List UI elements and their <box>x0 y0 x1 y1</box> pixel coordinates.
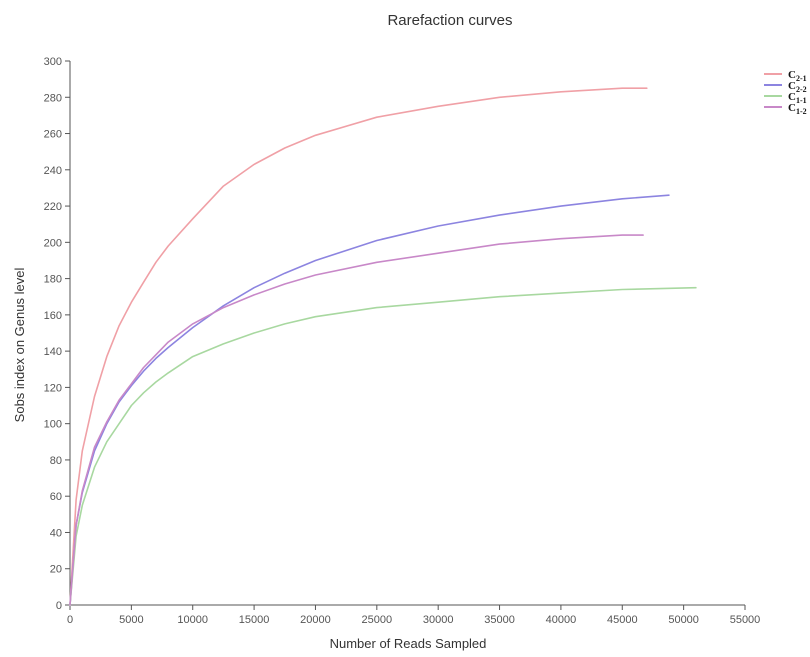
y-tick-label: 140 <box>44 346 62 358</box>
y-tick-label: 220 <box>44 201 62 213</box>
series-line-c1-2 <box>69 234 644 606</box>
x-tick-label: 0 <box>67 614 73 626</box>
x-tick-label: 25000 <box>362 614 393 626</box>
legend: C2-1C2-2C1-1C1-2 <box>764 69 807 116</box>
legend-label-c1-2: C1-2 <box>788 102 807 116</box>
series-line-c2-1 <box>69 87 648 606</box>
y-tick-label: 240 <box>44 165 62 177</box>
y-tick-label: 300 <box>44 56 62 68</box>
x-tick-label: 20000 <box>300 614 331 626</box>
x-tick-label: 30000 <box>423 614 454 626</box>
x-tick-label: 45000 <box>607 614 638 626</box>
legend-label-c2-2: C2-2 <box>788 80 807 94</box>
y-tick-label: 0 <box>56 600 62 612</box>
chart-title: Rarefaction curves <box>387 12 512 29</box>
legend-label-c1-1: C1-1 <box>788 91 807 105</box>
x-axis-ticks: 0 5000 10000 15000 20000 25000 30000 35000 40000… <box>67 605 760 626</box>
x-tick-label: 15000 <box>239 614 270 626</box>
series-line-c2-2 <box>69 194 670 606</box>
y-axis-ticks: 0 20 40 60 80 100 120 140 160 180 200 220 240 260 280 3… <box>44 56 70 612</box>
x-tick-label: 55000 <box>730 614 761 626</box>
y-axis-title: Sobs index on Genus level <box>12 268 27 423</box>
y-tick-label: 280 <box>44 92 62 104</box>
y-tick-label: 100 <box>44 419 62 431</box>
x-tick-label: 35000 <box>484 614 515 626</box>
x-tick-label: 5000 <box>119 614 143 626</box>
y-tick-label: 260 <box>44 129 62 141</box>
legend-label-c2-1: C2-1 <box>788 69 807 83</box>
y-tick-label: 160 <box>44 310 62 322</box>
series-line-c1-1 <box>69 286 697 606</box>
y-tick-label: 80 <box>50 455 62 467</box>
x-tick-label: 50000 <box>668 614 699 626</box>
x-tick-label: 40000 <box>546 614 577 626</box>
y-tick-label: 200 <box>44 237 62 249</box>
y-tick-label: 180 <box>44 274 62 286</box>
series-layer <box>69 87 697 606</box>
y-tick-label: 60 <box>50 491 62 503</box>
y-tick-label: 20 <box>50 564 62 576</box>
y-tick-label: 40 <box>50 527 62 539</box>
x-tick-label: 10000 <box>177 614 208 626</box>
y-tick-label: 120 <box>44 382 62 394</box>
x-axis-title: Number of Reads Sampled <box>330 636 487 651</box>
